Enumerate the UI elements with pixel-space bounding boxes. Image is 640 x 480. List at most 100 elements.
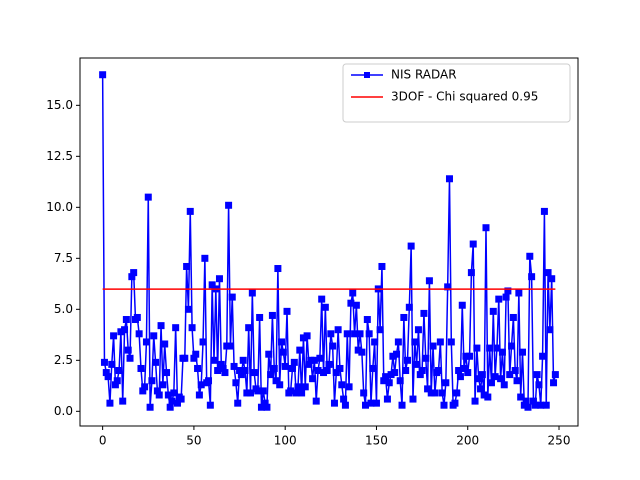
marker — [511, 367, 519, 375]
marker — [519, 348, 527, 356]
marker — [524, 403, 532, 411]
marker — [106, 399, 114, 407]
marker — [502, 293, 510, 301]
marker — [493, 344, 501, 352]
marker — [100, 358, 108, 366]
x-tick-label: 50 — [186, 434, 201, 448]
marker — [487, 379, 495, 387]
marker — [303, 332, 311, 340]
marker — [550, 379, 558, 387]
marker — [181, 354, 189, 362]
marker — [369, 364, 377, 372]
marker — [436, 338, 444, 346]
marker — [551, 371, 559, 379]
marker — [232, 379, 240, 387]
marker — [170, 389, 178, 397]
legend-marker — [364, 72, 370, 78]
marker — [391, 369, 399, 377]
marker — [506, 371, 514, 379]
marker — [325, 360, 333, 368]
marker — [420, 309, 428, 317]
y-tick-label: 10.0 — [46, 200, 73, 214]
marker — [119, 397, 127, 405]
marker — [394, 338, 402, 346]
y-tick-label: 15.0 — [46, 98, 73, 112]
marker — [403, 356, 411, 364]
marker — [393, 350, 401, 358]
marker — [157, 322, 165, 330]
marker — [371, 338, 379, 346]
marker — [241, 367, 249, 375]
marker — [279, 348, 287, 356]
marker — [316, 354, 324, 362]
marker — [183, 262, 191, 270]
marker — [332, 369, 340, 377]
marker — [440, 401, 448, 409]
marker — [152, 358, 160, 366]
marker — [345, 383, 353, 391]
marker — [329, 342, 337, 350]
marker — [226, 342, 234, 350]
marker — [522, 397, 530, 405]
y-tick-label: 12.5 — [46, 149, 73, 163]
marker — [460, 364, 468, 372]
marker — [396, 377, 404, 385]
marker — [451, 399, 459, 407]
marker — [489, 307, 497, 315]
marker — [336, 364, 344, 372]
marker — [473, 344, 481, 352]
marker — [137, 364, 145, 372]
marker — [352, 301, 360, 309]
marker — [330, 399, 338, 407]
marker — [115, 367, 123, 375]
plot-area — [99, 71, 559, 411]
x-tick-label: 150 — [365, 434, 388, 448]
marker — [422, 354, 430, 362]
marker — [402, 367, 410, 375]
marker — [126, 354, 134, 362]
marker — [161, 340, 169, 348]
marker — [513, 377, 521, 385]
marker — [442, 379, 450, 387]
marker — [177, 395, 185, 403]
marker — [276, 381, 284, 389]
marker — [206, 401, 214, 409]
marker — [108, 360, 116, 368]
marker — [405, 303, 413, 311]
marker — [172, 324, 180, 332]
y-tick-label: 2.5 — [54, 353, 73, 367]
y-tick-label: 5.0 — [54, 302, 73, 316]
marker — [497, 375, 505, 383]
marker — [194, 364, 202, 372]
marker — [135, 330, 143, 338]
marker — [429, 342, 437, 350]
marker — [301, 383, 309, 391]
marker — [425, 277, 433, 285]
marker — [409, 395, 417, 403]
marker — [504, 287, 512, 295]
marker — [542, 401, 550, 409]
marker — [263, 403, 271, 411]
marker — [509, 313, 517, 321]
marker — [312, 397, 320, 405]
marker — [163, 369, 171, 377]
marker — [205, 377, 213, 385]
marker — [539, 352, 547, 360]
marker — [199, 338, 207, 346]
marker — [245, 324, 253, 332]
marker — [278, 338, 286, 346]
marker — [327, 330, 335, 338]
marker — [343, 330, 351, 338]
marker — [309, 375, 317, 383]
marker — [498, 348, 506, 356]
marker — [318, 295, 326, 303]
marker — [230, 362, 238, 370]
marker — [526, 252, 534, 260]
marker — [365, 330, 373, 338]
marker — [186, 207, 194, 215]
marker — [144, 193, 152, 201]
marker — [548, 275, 556, 283]
marker — [99, 71, 107, 79]
marker — [334, 326, 342, 334]
